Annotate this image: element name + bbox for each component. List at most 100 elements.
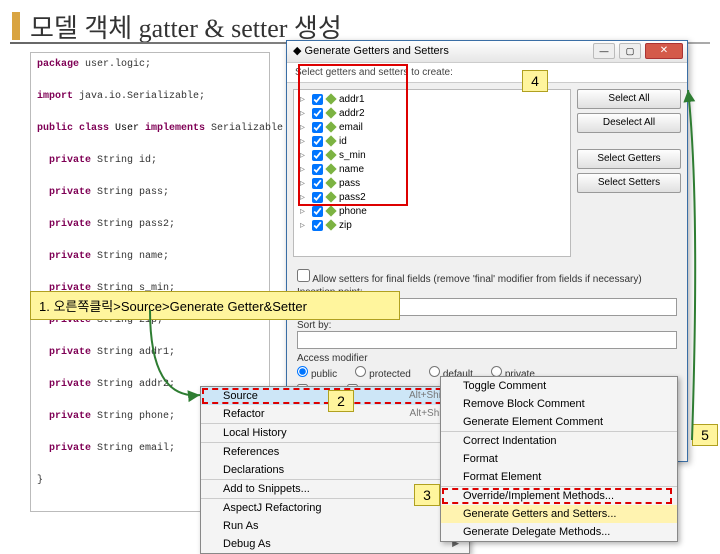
field-item[interactable]: ▹email [296, 120, 568, 134]
ctx-item[interactable]: References▶ [201, 442, 469, 461]
sortby-label: Sort by: [297, 320, 677, 331]
select-setters-button[interactable]: Select Setters [577, 173, 681, 193]
kw: private [49, 187, 97, 198]
close-button[interactable]: ✕ [645, 43, 683, 59]
code-text: String [97, 443, 139, 454]
expand-icon[interactable]: ▹ [300, 192, 308, 203]
expand-icon[interactable]: ▹ [300, 164, 308, 175]
field-item[interactable]: ▹addr1 [296, 92, 568, 106]
kw: private [49, 155, 97, 166]
expand-icon[interactable]: ▹ [300, 136, 308, 147]
maximize-button[interactable]: ▢ [619, 43, 641, 59]
submenu-item[interactable]: Generate Getters and Setters... [441, 505, 677, 523]
field-item[interactable]: ▹ pass [296, 176, 568, 190]
field-icon [325, 163, 336, 174]
field-item[interactable]: ▹ phone [296, 204, 568, 218]
expand-icon[interactable]: ▹ [300, 178, 308, 189]
select-getters-button[interactable]: Select Getters [577, 149, 681, 169]
submenu-item[interactable]: Generate Delegate Methods... [441, 523, 677, 541]
kw: implements [139, 123, 211, 134]
field-checkbox[interactable] [312, 206, 323, 217]
submenu-label: Generate Element Comment [463, 416, 603, 428]
field-checkbox[interactable] [312, 150, 323, 161]
radio-public-input[interactable] [297, 366, 308, 377]
submenu-item[interactable]: Toggle Comment [441, 377, 677, 395]
submenu-label: Format Element [463, 471, 541, 483]
code-text: email; [139, 443, 175, 454]
code-text: id; [139, 155, 157, 166]
field-name: pass [339, 178, 360, 189]
submenu-item[interactable]: Override/Implement Methods... [441, 486, 677, 505]
deselect-all-button[interactable]: Deselect All [577, 113, 681, 133]
field-list[interactable]: ▹addr1▹addr2▹email▹id▹s_min▹name▹pass▹pa… [293, 89, 571, 257]
field-checkbox[interactable] [312, 164, 323, 175]
field-item[interactable]: ▹zip [296, 218, 568, 232]
expand-icon[interactable]: ▹ [300, 150, 308, 161]
ctx-label: Add to Snippets... [223, 483, 310, 495]
radio-protected-input[interactable] [355, 366, 366, 377]
expand-icon[interactable]: ▹ [300, 122, 308, 133]
select-all-button[interactable]: Select All [577, 89, 681, 109]
field-checkbox[interactable] [312, 122, 323, 133]
field-icon [325, 121, 336, 132]
allow-final-checkbox[interactable] [297, 269, 310, 282]
field-checkbox[interactable] [312, 192, 323, 203]
ctx-item[interactable]: Run As▶ [201, 517, 469, 535]
kw: private [49, 443, 97, 454]
code-text: String [97, 347, 139, 358]
code-text: String [97, 219, 139, 230]
ctx-item[interactable]: Local History▶ [201, 423, 469, 442]
field-item[interactable]: ▹name [296, 162, 568, 176]
radio-protected[interactable]: protected [355, 366, 411, 380]
ctx-label: Source [223, 390, 258, 402]
code-text: String [97, 155, 139, 166]
submenu-item[interactable]: Format Element [441, 468, 677, 486]
submenu-label: Override/Implement Methods... [463, 490, 614, 502]
submenu-label: Format [463, 453, 498, 465]
field-item[interactable]: ▹ id [296, 134, 568, 148]
field-checkbox[interactable] [312, 220, 323, 231]
field-checkbox[interactable] [312, 178, 323, 189]
code-text: phone; [139, 411, 175, 422]
source-submenu[interactable]: Toggle CommentRemove Block Comment Genera… [440, 376, 678, 542]
submenu-item[interactable]: Format [441, 450, 677, 468]
field-item[interactable]: ▹addr2 [296, 106, 568, 120]
access-label: Access modifier [297, 353, 677, 364]
field-icon [325, 219, 336, 230]
field-checkbox[interactable] [312, 94, 323, 105]
dialog-title-text: Generate Getters and Setters [305, 45, 449, 57]
expand-icon[interactable]: ▹ [300, 108, 308, 119]
code-text: addr1; [139, 347, 175, 358]
field-checkbox[interactable] [312, 108, 323, 119]
submenu-item[interactable]: Remove Block Comment [441, 395, 677, 413]
field-name: id [339, 136, 347, 147]
radio-public[interactable]: public [297, 366, 337, 380]
expand-icon[interactable]: ▹ [300, 206, 308, 217]
radio-label: public [311, 369, 337, 380]
field-icon [325, 149, 336, 160]
tag-5: 5 [692, 424, 718, 446]
allow-final-label: Allow setters for final fields (remove '… [312, 274, 641, 285]
code-text: user.logic; [85, 59, 151, 70]
ctx-label: AspectJ Refactoring [223, 502, 321, 514]
submenu-item[interactable]: Correct Indentation [441, 431, 677, 450]
radio-default-input[interactable] [429, 366, 440, 377]
tag-4: 4 [522, 70, 548, 92]
ctx-item[interactable]: Declarations▶ [201, 461, 469, 479]
submenu-label: Correct Indentation [463, 435, 557, 447]
field-item[interactable]: ▹s_min [296, 148, 568, 162]
ctx-label: Declarations [223, 464, 284, 476]
field-icon [325, 107, 336, 118]
allow-final-row[interactable]: Allow setters for final fields (remove '… [297, 269, 677, 285]
expand-icon[interactable]: ▹ [300, 94, 308, 105]
sortby-combo[interactable] [297, 331, 677, 349]
field-name: phone [339, 206, 367, 217]
code-text: String [97, 411, 139, 422]
expand-icon[interactable]: ▹ [300, 220, 308, 231]
ctx-label: Refactor [223, 408, 265, 420]
minimize-button[interactable]: — [593, 43, 615, 59]
submenu-item[interactable]: Generate Element Comment [441, 413, 677, 431]
ctx-item[interactable]: Debug As▶ [201, 535, 469, 553]
field-checkbox[interactable] [312, 136, 323, 147]
field-item[interactable]: ▹pass2 [296, 190, 568, 204]
